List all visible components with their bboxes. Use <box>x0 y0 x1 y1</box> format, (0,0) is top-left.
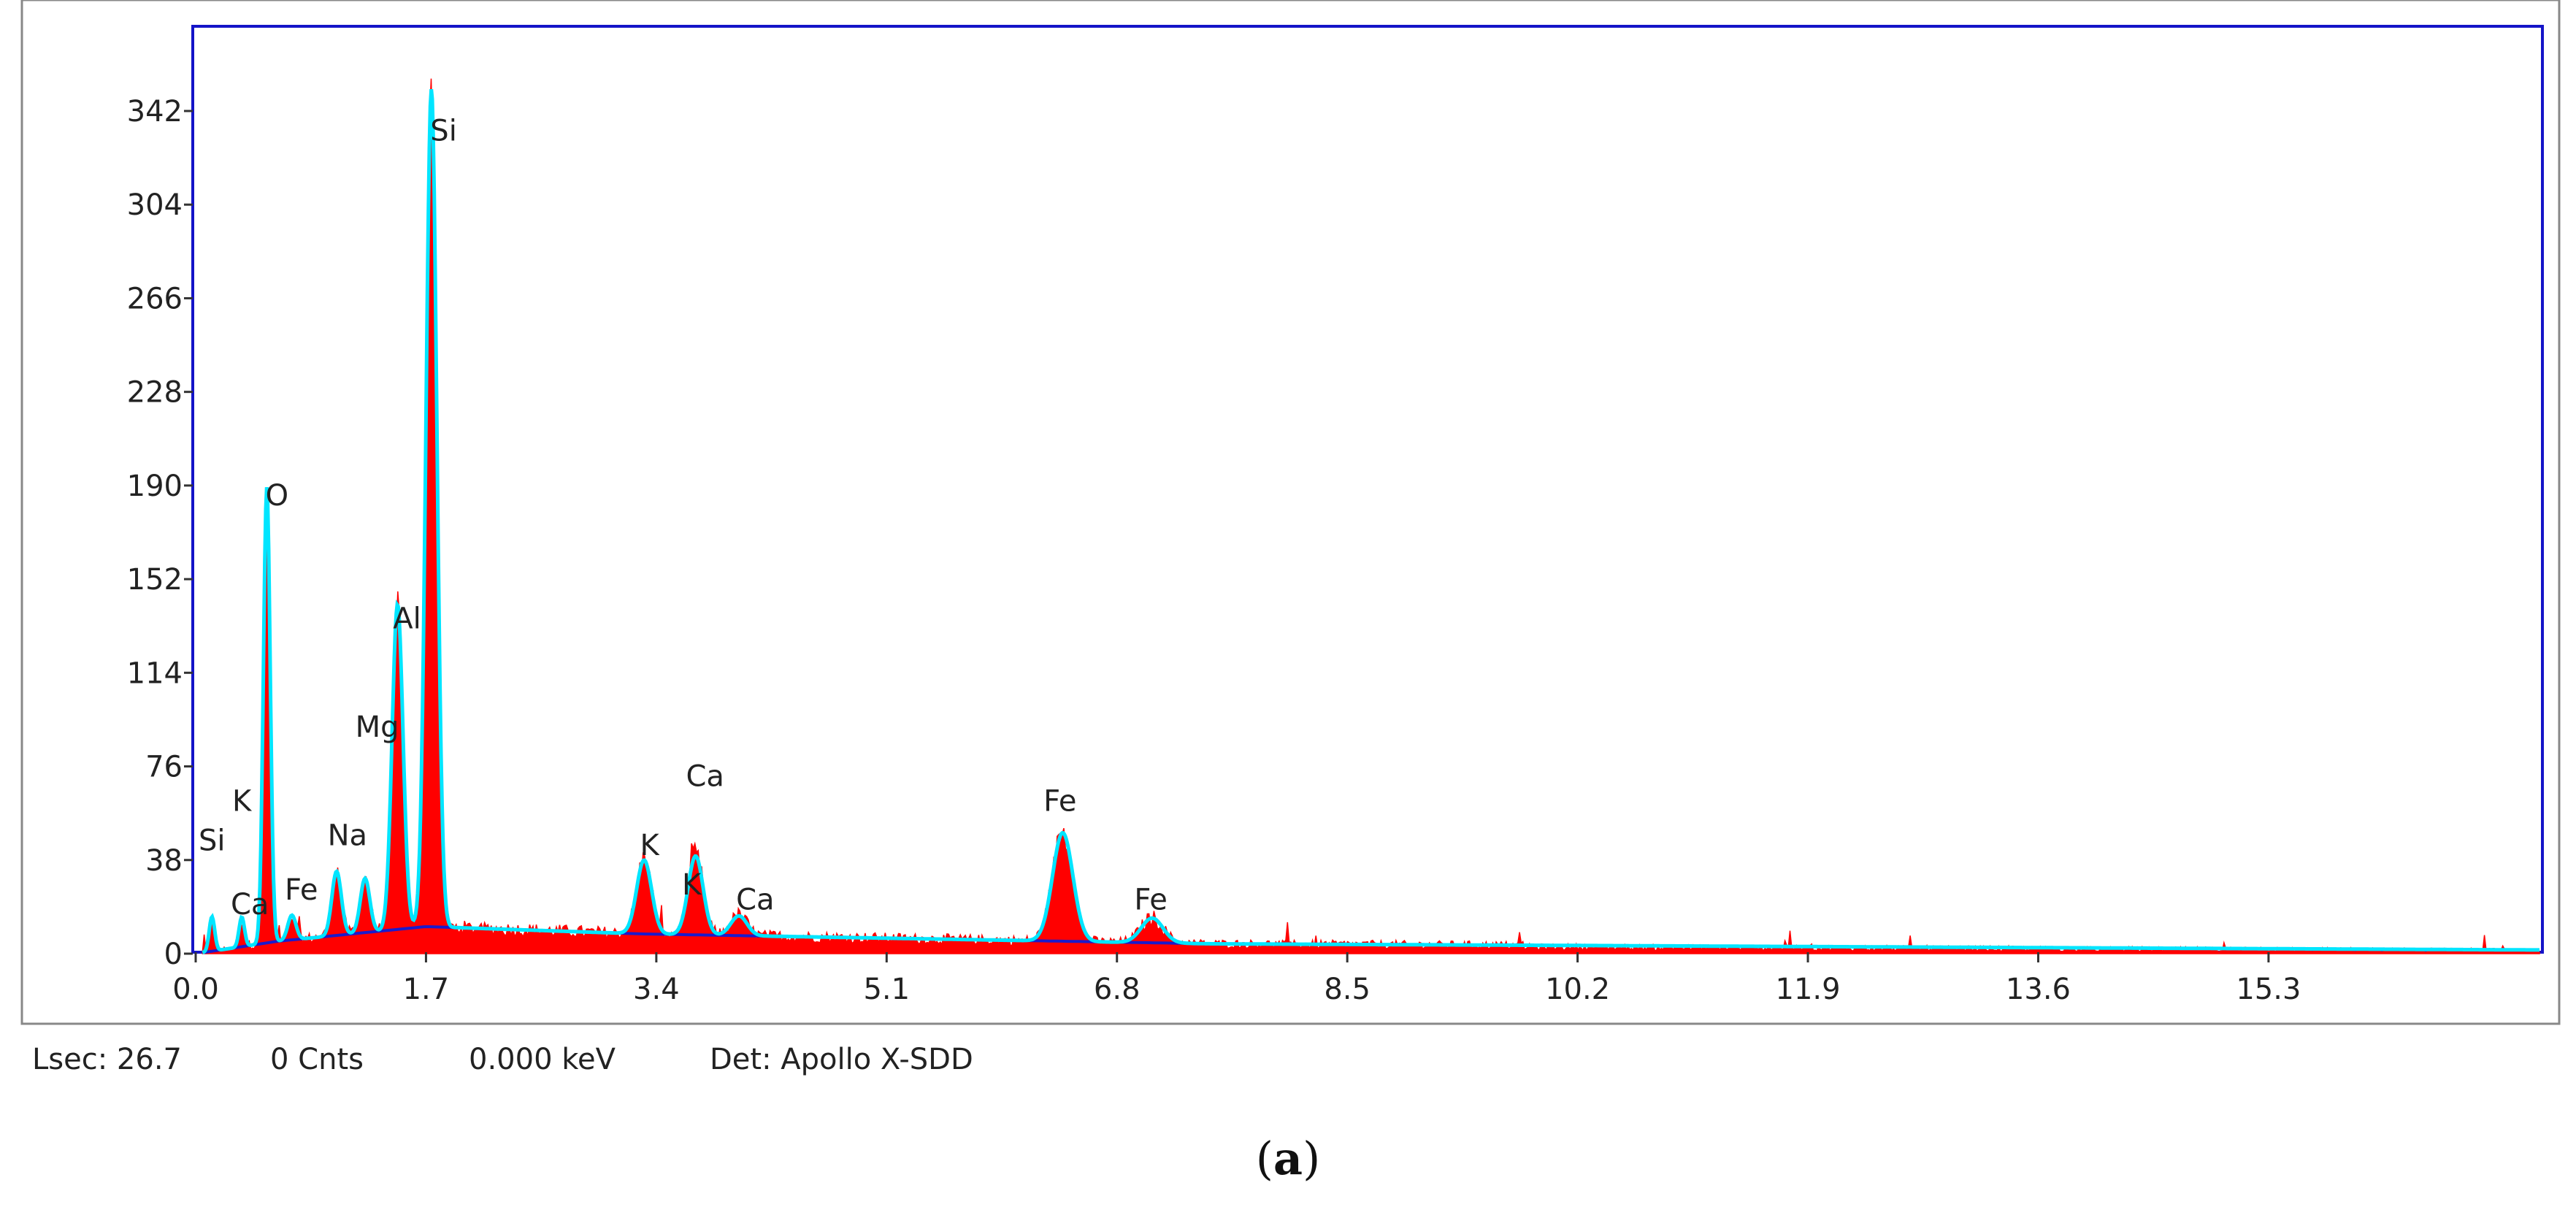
y-tick-label: 76 <box>145 751 183 784</box>
peak-label-si: Si <box>199 824 226 857</box>
eds-spectrum-chart: 0 38 76 114 152 190 228 266 304 342 0.0 1.7 3.4 5.1 6… <box>20 0 2561 1025</box>
peak-label-k: K <box>640 829 660 862</box>
peak-label-fe: Fe <box>285 873 318 907</box>
x-tick-label: 11.9 <box>1776 973 1841 1006</box>
x-tick-label: 3.4 <box>633 973 680 1006</box>
x-tick-label: 13.6 <box>2006 973 2071 1006</box>
peak-label-o: O <box>266 479 288 513</box>
caption-letter: a <box>1273 1132 1303 1185</box>
y-tick-label: 152 <box>127 563 183 597</box>
peak-label-ca: Ca <box>686 760 724 794</box>
detector-readout: Det: Apollo X-SDD <box>710 1043 973 1076</box>
y-tick-label: 266 <box>127 282 183 315</box>
peak-label-mg: Mg <box>356 710 399 744</box>
outer-panel-border <box>20 0 2561 1025</box>
caption-open-paren: ( <box>1255 1132 1273 1185</box>
live-seconds-readout: Lsec: 26.7 <box>32 1043 182 1076</box>
y-tick-label: 190 <box>127 470 183 503</box>
y-tick-label: 228 <box>127 376 183 410</box>
peak-label-ca: Ca <box>231 888 269 922</box>
caption-close-paren: ) <box>1303 1132 1321 1185</box>
peak-label-fe: Fe <box>1134 883 1167 916</box>
x-tick-label: 10.2 <box>1545 973 1610 1006</box>
x-tick-label: 8.5 <box>1324 973 1371 1006</box>
spectrum-area <box>202 78 2540 954</box>
peak-label-k: K <box>682 868 702 902</box>
counts-readout: 0 Cnts <box>270 1043 364 1076</box>
peak-label-na: Na <box>328 819 367 853</box>
peak-label-ca: Ca <box>736 883 774 916</box>
peak-label-k: K <box>232 784 253 818</box>
peak-label-al: Al <box>393 602 421 636</box>
peak-label-si: Si <box>430 114 457 148</box>
peak-fit-line <box>202 88 2539 954</box>
x-tick-label: 1.7 <box>403 973 450 1006</box>
y-tick-label: 342 <box>127 95 183 129</box>
peak-label-fe: Fe <box>1043 784 1076 818</box>
x-tick-label: 15.3 <box>2236 973 2301 1006</box>
y-axis: 0 38 76 114 152 190 228 266 304 342 <box>127 95 193 971</box>
x-tick-label: 0.0 <box>172 973 219 1006</box>
spectrum-layer <box>202 78 2540 954</box>
energy-readout: 0.000 keV <box>469 1043 616 1076</box>
y-tick-label: 304 <box>127 188 183 222</box>
y-tick-label: 114 <box>127 656 183 690</box>
plot-area-frame <box>191 25 2544 954</box>
figure-caption: (a) <box>0 1132 2576 1185</box>
x-tick-label: 5.1 <box>863 973 910 1006</box>
y-tick-label: 0 <box>164 938 183 971</box>
y-tick-label: 38 <box>145 844 183 878</box>
x-axis: 0.0 1.7 3.4 5.1 6.8 8.5 10.2 11.9 13.6 15.3 <box>172 952 2301 1006</box>
x-tick-label: 6.8 <box>1094 973 1141 1006</box>
